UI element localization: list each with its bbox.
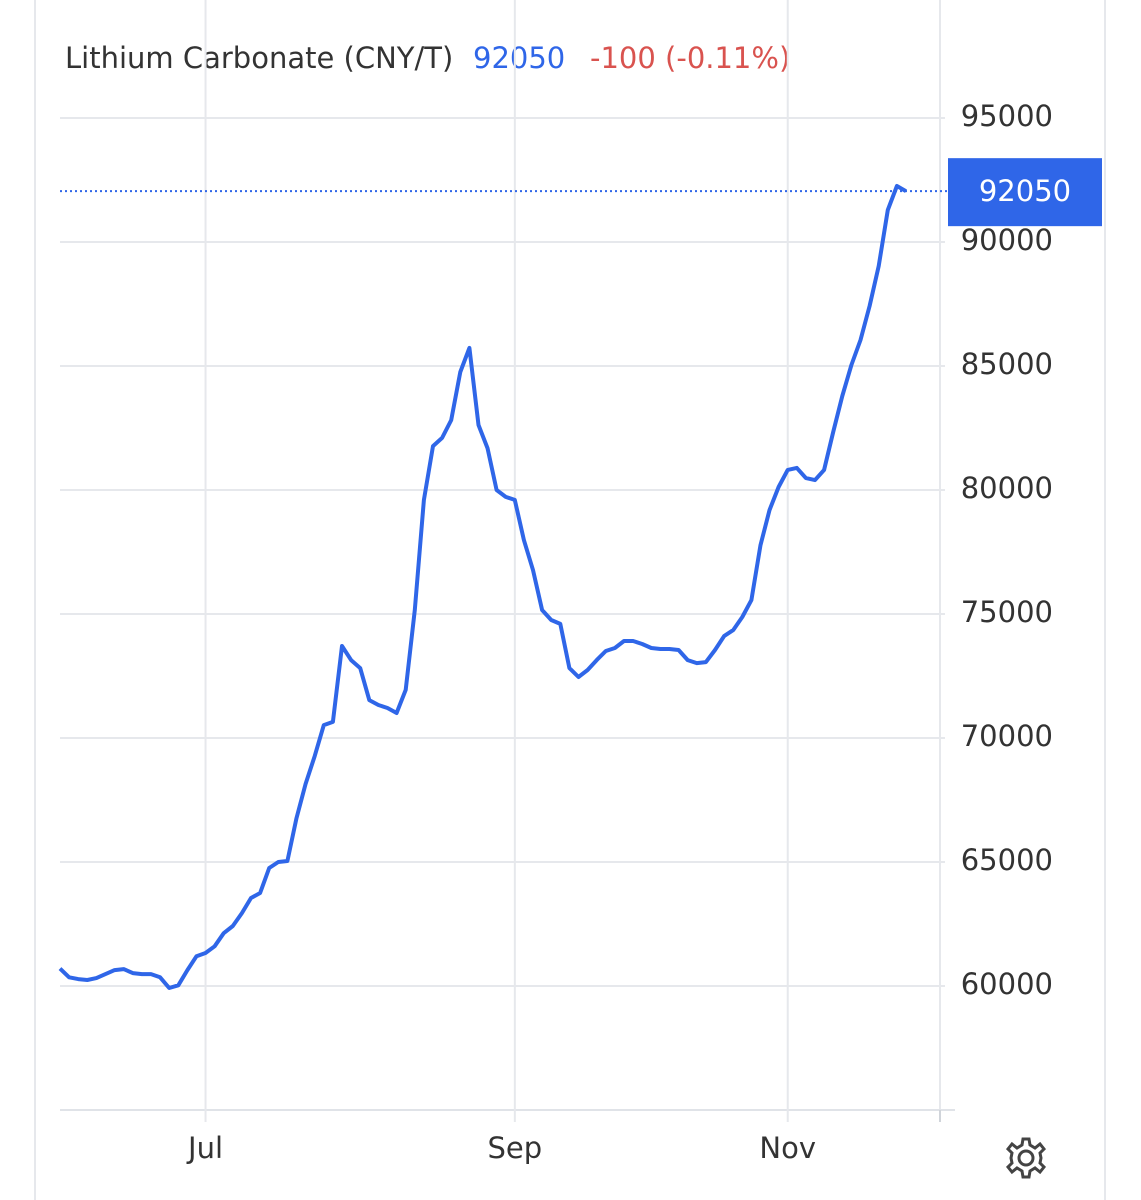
price-line	[58, 184, 907, 990]
y-tick-label: 80000	[961, 471, 1053, 505]
y-tick-label: 95000	[961, 99, 1053, 133]
y-tick-label: 60000	[961, 967, 1053, 1001]
x-tick-label: Sep	[488, 1131, 543, 1165]
last-price-tag	[948, 158, 1102, 227]
y-tick-label: 85000	[961, 347, 1053, 381]
price-change: -100 (-0.11%)	[590, 41, 790, 75]
settings-icon[interactable]	[1005, 1137, 1047, 1179]
last-price-tag-label: 92050	[979, 174, 1071, 208]
grid	[60, 0, 945, 1122]
chart-title: Lithium Carbonate (CNY/T)	[65, 41, 453, 75]
x-tick-label: Jul	[186, 1131, 223, 1165]
y-tick-label: 70000	[961, 719, 1053, 753]
y-tick-label: 90000	[961, 223, 1053, 257]
x-tick-label: Nov	[759, 1131, 816, 1165]
y-tick-label: 65000	[961, 843, 1053, 877]
last-price: 92050	[473, 41, 565, 75]
y-tick-label: 75000	[961, 595, 1053, 629]
